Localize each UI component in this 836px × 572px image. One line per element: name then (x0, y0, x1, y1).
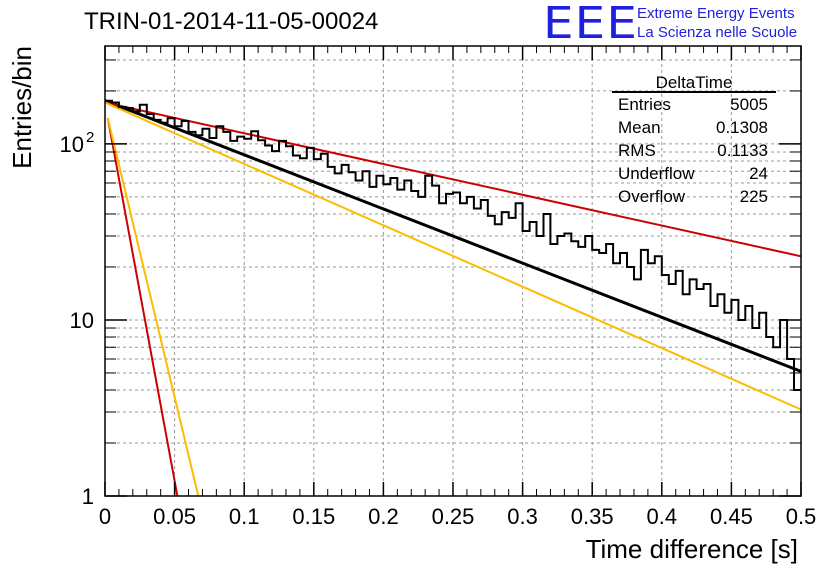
stats-box: DeltaTime Entries 5005 Mean 0.1308 RMS 0.1133… (612, 73, 776, 206)
stats-value-mean: 0.1308 (716, 118, 768, 137)
stats-label-mean: Mean (618, 118, 661, 137)
y-axis-title: Entries/bin (7, 46, 37, 169)
logo-subtitle-2: La Scienza nelle Scuole (637, 24, 798, 41)
stats-label-entries: Entries (618, 95, 671, 114)
grid (105, 46, 801, 496)
stats-title: DeltaTime (656, 73, 733, 92)
x-tick-label: 0.2 (368, 504, 399, 529)
y-tick-label: 10 (60, 132, 84, 157)
x-tick-label: 0.3 (507, 504, 538, 529)
y-tick-label: 1 (82, 484, 94, 509)
fit-line-2 (104, 101, 802, 411)
x-axis-title: Time difference [s] (586, 534, 798, 564)
x-tick-label: 0.15 (292, 504, 335, 529)
x-tick-label: 0.4 (647, 504, 678, 529)
x-tick-label: 0.1 (229, 504, 260, 529)
x-tick-label: 0.25 (432, 504, 475, 529)
fit-line-3 (106, 118, 179, 497)
stats-label-overflow: Overflow (618, 187, 686, 206)
stats-label-rms: RMS (618, 141, 656, 160)
chart-title: TRIN-01-2014-11-05-00024 (84, 8, 379, 35)
axis-ticks (104, 46, 802, 497)
stats-value-underflow: 24 (749, 164, 768, 183)
stats-value-rms: 0.1133 (717, 141, 768, 160)
x-tick-labels: 0 0.05 0.1 0.15 0.2 0.25 0.3 0.35 0.4 0.45 0.5 (99, 504, 816, 529)
x-tick-label: 0.05 (153, 504, 196, 529)
histogram-series (105, 99, 801, 391)
eee-logo: EEE (543, 0, 639, 49)
fit-line-4 (106, 117, 200, 497)
fit-line-1 (104, 101, 802, 258)
x-tick-label: 0 (99, 504, 111, 529)
fit-line-0 (104, 99, 802, 373)
logo-subtitle-1: Extreme Energy Events (637, 5, 795, 22)
x-tick-label: 0.45 (710, 504, 753, 529)
stats-label-underflow: Underflow (618, 164, 695, 183)
stats-value-entries: 5005 (730, 95, 768, 114)
y-tick-exponent: 2 (86, 129, 94, 146)
x-tick-label: 0.5 (786, 504, 817, 529)
fit-lines (104, 99, 802, 497)
stats-value-overflow: 225 (740, 187, 768, 206)
x-tick-label: 0.35 (571, 504, 614, 529)
y-tick-label: 10 (70, 308, 94, 333)
